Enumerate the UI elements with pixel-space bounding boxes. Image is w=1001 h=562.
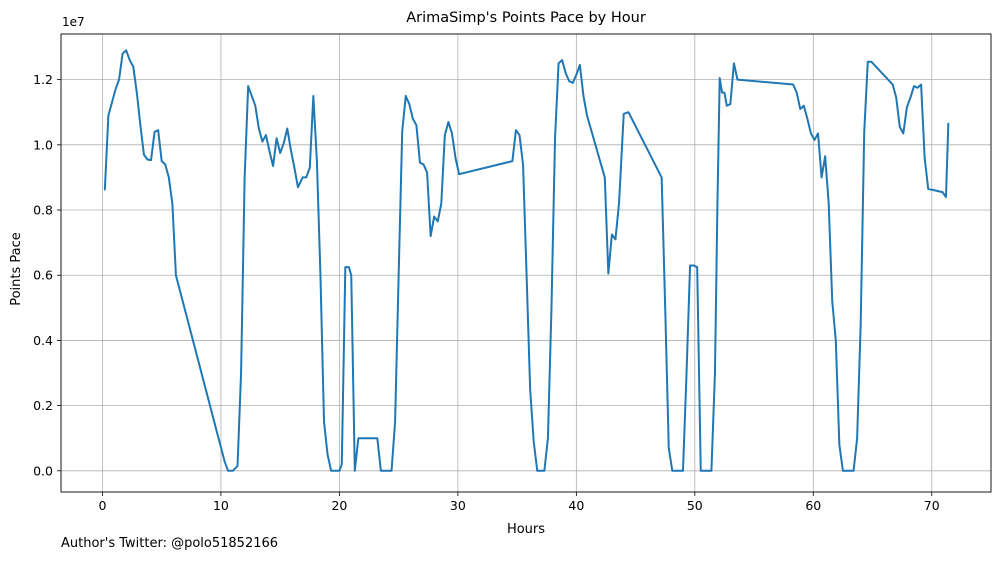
axis-ticks: 0 10 20 30 40 50 60 70 0.0 0.2 0.4 0.6 0.8 1.0 1.2: [33, 72, 940, 513]
x-tick-label-0: 0: [98, 498, 106, 513]
y-tick-label-0-2: 0.2: [33, 398, 53, 413]
y-tick-label-0-0: 0.0: [33, 463, 53, 478]
x-tick-label-70: 70: [924, 498, 940, 513]
series-line-0: [103, 49, 950, 472]
y-tick-label-1-2: 1.2: [33, 72, 53, 87]
data-series-layer: [103, 49, 950, 472]
y-tick-label-1-0: 1.0: [33, 137, 53, 152]
y-tick-label-0-8: 0.8: [33, 203, 53, 218]
x-tick-label-60: 60: [805, 498, 821, 513]
author-twitter-note: Author's Twitter: @polo51852166: [61, 536, 279, 551]
plot-area-frame: [60, 33, 992, 493]
y-offset-text: 1e7: [62, 15, 85, 29]
x-tick-label-20: 20: [331, 498, 347, 513]
y-axis-label: Points Pace: [9, 232, 24, 306]
grid-lines: [61, 34, 991, 492]
x-tick-label-40: 40: [568, 498, 584, 513]
x-axis-label: Hours: [507, 522, 545, 537]
x-tick-label-30: 30: [450, 498, 466, 513]
y-tick-label-0-4: 0.4: [33, 333, 53, 348]
x-tick-label-10: 10: [213, 498, 229, 513]
chart-title: ArimaSimp's Points Pace by Hour: [406, 10, 646, 26]
x-tick-label-50: 50: [687, 498, 703, 513]
y-tick-label-0-6: 0.6: [33, 268, 53, 283]
